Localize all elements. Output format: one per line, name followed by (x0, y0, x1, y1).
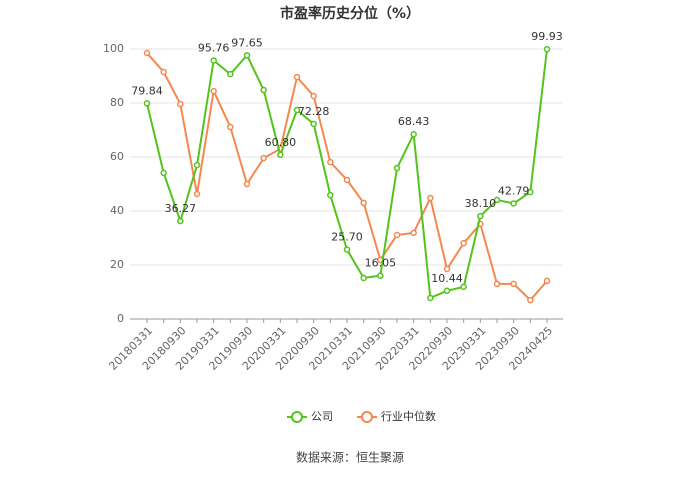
point (160, 68, 167, 76)
data-label: 72.28 (298, 105, 330, 118)
y-tick-label: 100 (103, 42, 124, 55)
point (493, 196, 501, 204)
point (460, 283, 467, 291)
point (310, 92, 317, 100)
point (343, 176, 351, 184)
point (393, 231, 401, 239)
data-label: 60.80 (265, 136, 297, 149)
point (427, 294, 434, 302)
data-label: 38.10 (465, 197, 497, 210)
point (160, 169, 167, 177)
series-line (146, 49, 548, 300)
point (260, 86, 267, 94)
series-line (146, 52, 548, 302)
point (193, 161, 201, 169)
data-label: 97.65 (231, 36, 263, 49)
y-tick-label: 20 (110, 258, 124, 271)
legend-label: 公司 (311, 410, 333, 423)
data-label: 36.27 (165, 202, 197, 215)
point (477, 212, 484, 220)
point (493, 280, 501, 288)
data-label: 10.44 (431, 272, 463, 285)
point (460, 239, 467, 247)
legend-marker (361, 411, 373, 423)
point (177, 217, 184, 225)
point (510, 280, 517, 288)
point (427, 194, 434, 202)
point (360, 199, 367, 207)
data-label: 25.70 (331, 231, 363, 244)
point (143, 49, 151, 57)
legend-marker (291, 411, 303, 423)
point (377, 272, 384, 279)
point (360, 274, 367, 282)
point (543, 277, 551, 285)
y-tick-label: 60 (110, 150, 124, 163)
point (293, 73, 301, 81)
point (277, 151, 284, 159)
point (527, 296, 534, 304)
data-label: 68.43 (398, 115, 430, 128)
point (310, 120, 317, 128)
point (260, 154, 267, 162)
y-tick-label: 0 (117, 312, 124, 325)
source-note: 数据来源：恒生聚源 (296, 450, 404, 465)
point (343, 246, 351, 253)
point (410, 229, 417, 237)
point (243, 180, 251, 188)
y-tick-label: 40 (110, 204, 124, 217)
point (210, 57, 217, 64)
point (410, 130, 417, 138)
point (510, 200, 517, 207)
point (543, 45, 551, 53)
point (227, 70, 234, 78)
point (293, 106, 301, 114)
point (143, 100, 151, 107)
point (210, 87, 217, 95)
point (443, 265, 451, 273)
legend-label: 行业中位数 (381, 409, 436, 423)
data-label: 16.05 (365, 257, 397, 270)
point (327, 191, 334, 199)
data-label: 42.79 (498, 184, 530, 197)
point (527, 188, 534, 196)
point (227, 123, 234, 131)
point (177, 100, 184, 108)
data-label: 95.76 (198, 41, 230, 54)
data-label: 79.84 (131, 84, 163, 97)
data-label: 99.93 (531, 30, 563, 43)
point (193, 190, 201, 198)
y-tick-label: 80 (110, 96, 124, 109)
chart-title: 市盈率历史分位（%） (280, 5, 420, 22)
point (443, 287, 451, 295)
point (327, 158, 334, 166)
point (243, 52, 251, 59)
point (393, 164, 401, 172)
